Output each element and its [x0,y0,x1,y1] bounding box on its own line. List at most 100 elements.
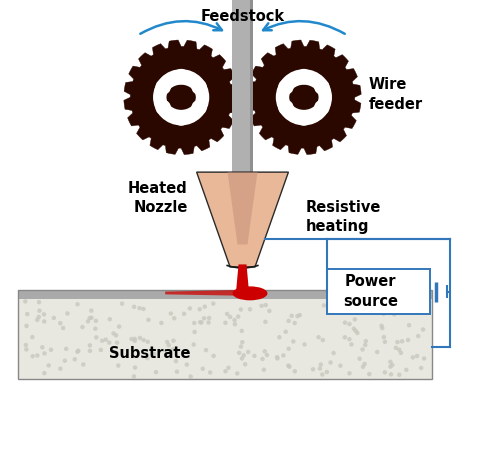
Circle shape [88,316,92,320]
Circle shape [94,335,98,339]
Circle shape [24,324,29,328]
Circle shape [394,346,398,350]
Circle shape [236,314,240,319]
Circle shape [260,357,264,361]
Polygon shape [124,40,238,154]
Circle shape [58,366,62,371]
Circle shape [42,371,46,375]
Ellipse shape [289,85,318,110]
Circle shape [388,360,392,364]
Circle shape [61,326,66,330]
Circle shape [211,301,216,306]
Polygon shape [196,172,288,267]
Circle shape [108,317,112,321]
Circle shape [228,315,232,319]
Circle shape [262,349,267,353]
Circle shape [380,326,384,330]
Circle shape [232,318,237,322]
Circle shape [361,365,366,369]
Circle shape [58,321,62,326]
Circle shape [52,316,56,320]
Circle shape [132,339,137,343]
Polygon shape [246,40,361,154]
Circle shape [192,330,197,334]
Circle shape [275,68,333,126]
Circle shape [356,304,360,308]
Circle shape [318,366,322,371]
Circle shape [248,307,252,312]
Ellipse shape [232,286,268,300]
Circle shape [252,354,256,358]
Circle shape [36,315,41,319]
Circle shape [364,339,368,343]
Circle shape [398,351,403,355]
Circle shape [278,100,293,115]
Circle shape [208,370,212,375]
Circle shape [200,366,205,371]
Circle shape [182,312,186,316]
FancyBboxPatch shape [232,0,253,215]
Circle shape [318,362,323,367]
Circle shape [347,371,352,375]
Circle shape [281,353,285,358]
Circle shape [142,338,146,342]
Text: Power
source: Power source [343,274,398,309]
Text: Feedstock: Feedstock [200,9,284,24]
Circle shape [372,309,376,313]
Circle shape [81,362,86,367]
Circle shape [278,79,293,95]
Circle shape [338,363,342,368]
Circle shape [275,356,280,361]
Circle shape [332,309,337,314]
Circle shape [89,308,94,313]
Circle shape [382,370,387,374]
Circle shape [355,330,360,335]
Circle shape [296,110,312,126]
Circle shape [133,365,138,370]
Circle shape [93,326,98,331]
Circle shape [192,79,207,95]
Circle shape [168,311,173,316]
Circle shape [290,313,294,318]
Circle shape [165,340,170,344]
Circle shape [88,343,92,348]
Circle shape [120,301,124,306]
Circle shape [192,100,207,115]
Circle shape [225,312,230,316]
Circle shape [156,79,171,95]
Circle shape [30,354,35,358]
Circle shape [90,316,94,320]
Circle shape [64,347,68,351]
Circle shape [349,342,354,347]
Circle shape [98,348,103,352]
Circle shape [414,303,418,307]
Circle shape [37,308,42,313]
Circle shape [311,367,315,371]
Circle shape [206,320,211,325]
Circle shape [320,372,324,377]
Circle shape [235,371,240,376]
Circle shape [76,348,80,353]
Circle shape [25,312,29,317]
Circle shape [166,343,171,348]
Circle shape [202,316,206,321]
Circle shape [117,324,121,329]
Circle shape [23,299,28,304]
Circle shape [204,348,208,352]
Circle shape [292,369,297,374]
Circle shape [137,306,141,310]
Circle shape [223,321,228,325]
Circle shape [389,372,394,377]
Circle shape [65,311,70,316]
Circle shape [170,347,175,352]
Circle shape [358,357,362,361]
Circle shape [46,363,51,368]
Circle shape [174,359,178,363]
Circle shape [286,347,291,351]
Circle shape [390,363,394,367]
Circle shape [400,339,404,343]
Circle shape [94,319,98,323]
Circle shape [76,302,80,307]
Circle shape [415,354,420,358]
Circle shape [342,335,347,339]
